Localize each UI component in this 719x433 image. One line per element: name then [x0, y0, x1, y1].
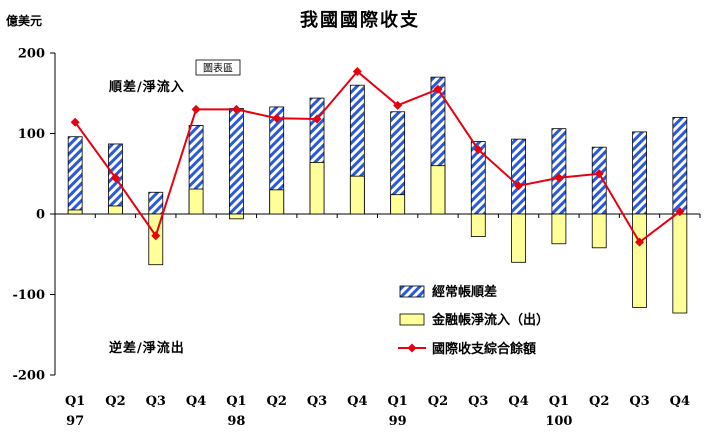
x-tick-label: Q1: [387, 394, 407, 409]
balance-point: [110, 173, 120, 183]
legend-label: 經常帳順差: [432, 284, 497, 300]
y-tick-label: 0: [36, 208, 45, 223]
surplus-annotation: 順差/淨流入: [109, 79, 185, 95]
balance-point: [675, 207, 685, 217]
legend-swatch-current-account: [399, 285, 425, 298]
year-label: 97: [66, 414, 84, 429]
year-label: 98: [227, 414, 245, 429]
financial-account-bar: [108, 205, 123, 215]
x-tick-label: Q1: [65, 394, 85, 409]
deficit-annotation: 逆差/淨流出: [109, 340, 185, 356]
legend-swatch-financial-account: [399, 313, 425, 326]
year-label: 99: [389, 414, 407, 429]
financial-account-bar: [672, 213, 688, 314]
financial-account-bar: [591, 213, 607, 249]
balance-line: [70, 67, 685, 247]
x-tick-label: Q3: [629, 394, 649, 409]
x-tick-label: Q2: [105, 394, 125, 409]
financial-account-bar: [430, 165, 446, 215]
current-account-bar: [672, 117, 688, 215]
y-tick-label: -200: [12, 369, 45, 384]
balance-point: [433, 84, 443, 94]
current-account-bar: [551, 128, 567, 215]
current-account-bar: [229, 108, 244, 215]
balance-point: [70, 117, 80, 127]
balance-point: [473, 145, 483, 155]
balance-point: [352, 67, 362, 77]
balance-point: [151, 231, 161, 241]
financial-account-bar: [511, 213, 526, 263]
financial-account-bar: [390, 194, 406, 215]
unit-label: 億美元: [6, 13, 42, 28]
y-axis: -200 -100 0 100 200: [12, 47, 56, 384]
x-tick-label: Q3: [307, 394, 327, 409]
financial-account-bar: [470, 213, 486, 237]
x-tick-label: Q4: [347, 394, 367, 409]
financial-account-bar: [632, 213, 647, 308]
y-tick-label: 100: [18, 127, 45, 142]
chart-area-badge: 圖表區: [195, 59, 241, 76]
x-tick-label: Q2: [589, 394, 609, 409]
x-tick-label: Q2: [267, 394, 287, 409]
financial-account-bar: [349, 175, 365, 215]
balance-point: [635, 237, 645, 247]
balance-point: [554, 173, 564, 183]
current-account-bar: [148, 191, 164, 215]
y-tick-label: -100: [12, 288, 45, 303]
current-account-bar: [632, 131, 647, 215]
legend-label: 國際收支綜合餘額: [432, 341, 536, 357]
balance-line-path: [74, 70, 681, 244]
current-account-bar: [67, 136, 83, 215]
year-label: 100: [545, 414, 572, 429]
x-tick-label: Q3: [146, 394, 166, 409]
current-account-bar: [511, 138, 526, 215]
balance-point: [312, 114, 322, 124]
balance-point: [191, 104, 201, 114]
balance-point: [272, 113, 282, 123]
chart-area-badge-label: 圖表區: [203, 62, 233, 75]
x-tick-label: Q1: [549, 394, 569, 409]
x-tick-label: Q4: [508, 394, 528, 409]
x-tick-label: Q4: [670, 394, 690, 409]
legend-label: 金融帳淨流入（出）: [431, 312, 549, 328]
financial-account-bar: [229, 213, 244, 220]
x-axis: Q1 Q2 Q3 Q4 Q1 Q2 Q3 Q4 Q1 Q2 Q3 Q4 Q1 Q2 Q3 Q4 97 98 99 10…: [54, 213, 701, 429]
chart-title: 我國國際收支: [300, 9, 420, 31]
balance-point: [393, 100, 403, 110]
financial-account-bar: [188, 188, 204, 215]
financial-account-bar: [309, 162, 325, 215]
x-tick-label: Q2: [428, 394, 448, 409]
financial-account-bar: [551, 213, 567, 245]
bars: [67, 76, 688, 314]
financial-account-bar: [67, 209, 83, 215]
financial-account-bar: [269, 189, 285, 215]
legend-swatch-balance-marker: [407, 343, 417, 353]
x-tick-label: Q4: [186, 394, 206, 409]
balance-point: [231, 104, 241, 114]
balance-point: [514, 181, 524, 191]
balance-point: [594, 169, 604, 179]
x-tick-label: Q1: [226, 394, 246, 409]
y-tick-label: 200: [18, 47, 45, 62]
x-tick-label: Q3: [468, 394, 488, 409]
